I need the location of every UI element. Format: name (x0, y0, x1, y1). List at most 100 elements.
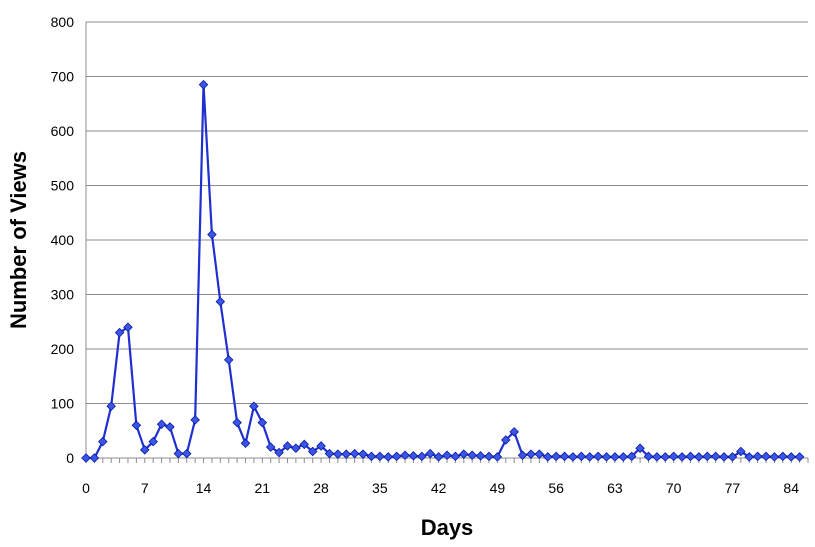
data-point (551, 451, 561, 462)
data-point (400, 450, 410, 461)
data-point (677, 452, 687, 462)
data-point (610, 452, 620, 462)
data-point (736, 446, 746, 457)
x-tick-label: 49 (490, 480, 506, 496)
x-tick-label: 21 (255, 480, 271, 496)
y-tick-label: 0 (66, 450, 74, 466)
data-point (601, 452, 612, 462)
data-point (534, 449, 545, 459)
data-point (282, 441, 293, 451)
data-point (475, 451, 486, 461)
data-point (459, 449, 469, 459)
data-point (542, 452, 553, 462)
data-point (240, 438, 251, 449)
data-point (794, 452, 805, 462)
y-tick-label: 100 (51, 396, 75, 412)
data-point (501, 435, 511, 445)
data-point (484, 451, 494, 462)
data-point (316, 441, 326, 451)
data-point (173, 448, 184, 459)
data-point (408, 451, 419, 461)
data-point (165, 422, 175, 432)
data-point (148, 436, 158, 447)
data-point (198, 79, 209, 90)
x-tick-label: 84 (783, 480, 799, 496)
y-tick-label: 400 (51, 232, 75, 248)
data-point (425, 448, 435, 459)
data-point (156, 419, 167, 429)
data-point (223, 355, 234, 365)
data-point (391, 451, 402, 462)
data-point (517, 450, 528, 461)
data-point (526, 449, 536, 459)
data-point (274, 447, 284, 458)
data-point (710, 451, 721, 462)
data-point (635, 443, 645, 453)
x-tick-label: 35 (372, 480, 388, 496)
data-point (131, 420, 142, 431)
data-point (584, 452, 595, 462)
data-point (341, 449, 352, 459)
data-point (140, 445, 150, 455)
data-point (576, 451, 587, 462)
data-point (668, 451, 679, 462)
data-point (568, 452, 578, 462)
data-point (593, 451, 603, 462)
data-point (257, 417, 268, 428)
data-point (324, 448, 335, 459)
y-axis-title: Number of Views (6, 151, 31, 329)
x-tick-label: 28 (313, 480, 329, 496)
data-point (190, 415, 200, 425)
data-point (626, 451, 637, 462)
data-point (89, 453, 100, 463)
x-tick-label: 56 (548, 480, 564, 496)
y-tick-labels: 0 100 200 300 400 500 600 700 800 (51, 14, 75, 466)
x-tick-label: 77 (725, 480, 741, 496)
y-tick-label: 500 (51, 178, 75, 194)
x-tick-label: 42 (431, 480, 447, 496)
x-tick-labels: 0 7 14 21 28 35 42 49 56 63 70 77 84 (82, 480, 799, 496)
data-point (383, 452, 393, 462)
y-tick-label: 800 (51, 14, 75, 30)
data-point (618, 452, 629, 462)
data-point (509, 427, 519, 437)
y-tick-label: 700 (51, 69, 75, 85)
data-point (181, 448, 192, 459)
data-point (727, 452, 738, 462)
data-point (769, 452, 780, 462)
x-tick-label: 0 (82, 480, 90, 496)
data-point (442, 450, 452, 461)
data-point (114, 327, 125, 338)
data-point (702, 451, 713, 462)
data-point (215, 296, 226, 307)
data-point (366, 451, 377, 462)
data-point (643, 451, 654, 462)
data-point (433, 452, 444, 462)
data-point (333, 449, 343, 459)
data-point (660, 452, 671, 462)
y-tick-label: 300 (51, 287, 75, 303)
data-point (375, 451, 385, 462)
data-point (719, 452, 729, 462)
data-point (98, 436, 108, 447)
data-point (232, 417, 242, 428)
data-point (694, 452, 704, 462)
data-point (207, 229, 217, 240)
data-point (492, 452, 503, 462)
gridlines (86, 21, 808, 404)
x-axis-title: Days (421, 515, 474, 540)
data-point (467, 450, 477, 461)
data-point (752, 451, 763, 462)
y-tick-label: 200 (51, 341, 75, 357)
data-point (417, 451, 427, 462)
data-point (291, 443, 301, 453)
data-point (249, 401, 259, 411)
data-point (786, 452, 796, 462)
data-point (81, 453, 91, 463)
data-point (307, 446, 318, 457)
data-markers (81, 79, 805, 463)
data-point (450, 451, 461, 462)
data-point (761, 451, 771, 462)
data-point (778, 451, 788, 462)
